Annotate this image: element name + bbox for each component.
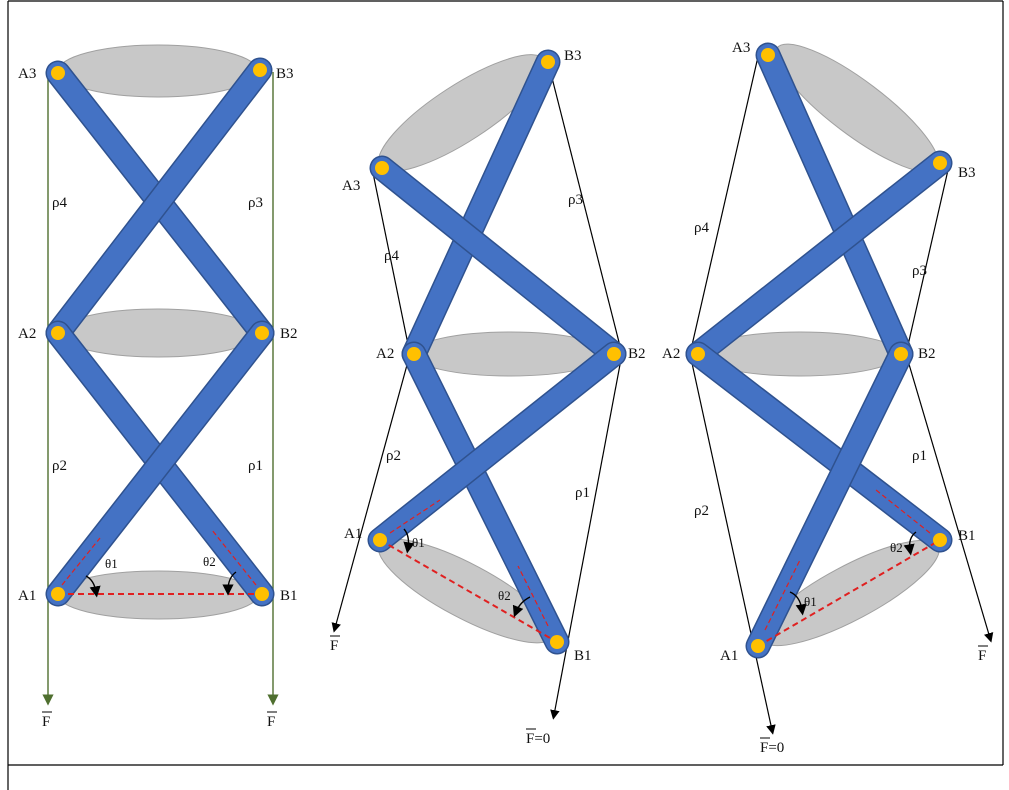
panel-left: A3 B3 A2 B2 A1 B1 ρ4 ρ3 ρ2 ρ1 θ1 θ2 F F: [18, 44, 298, 730]
cable-rho3: [547, 61, 623, 355]
node-label-b1: B1: [280, 588, 298, 604]
dashed-baseline: [379, 539, 558, 643]
joint: [51, 587, 65, 601]
bar: [369, 343, 625, 551]
joint: [51, 326, 65, 340]
node-label-a1: A1: [18, 588, 36, 604]
dashed-baseline: [757, 539, 941, 647]
node-label-a3: A3: [18, 66, 36, 82]
joint: [933, 533, 947, 547]
angle-label-theta1: θ1: [804, 594, 817, 609]
angle-label-theta2: θ2: [498, 588, 511, 603]
joint: [933, 156, 947, 170]
cable-rho4: [372, 172, 411, 355]
bar: [757, 44, 912, 365]
bar: [687, 152, 951, 365]
cable-label-rho4: ρ4: [52, 195, 67, 211]
cable-rho2: [331, 353, 411, 633]
node-label-b1: B1: [958, 528, 976, 544]
cable-rho2: [689, 353, 776, 735]
force-label: F=0: [526, 731, 550, 747]
joint: [550, 635, 564, 649]
dashed-bar-axis: [61, 537, 101, 586]
panel-middle: B3 A3 A2 B2 A1 B1 ρ3 ρ4 ρ2 ρ1 θ1 θ2 F F=…: [330, 48, 646, 747]
angle-arc: [512, 596, 531, 618]
dashed-bar-axis: [517, 565, 549, 627]
joint: [375, 161, 389, 175]
node-label-a3: A3: [732, 40, 750, 56]
cable-label-rho3: ρ3: [568, 192, 583, 208]
joint: [255, 587, 269, 601]
cable-rho1: [905, 353, 994, 643]
joint: [373, 533, 387, 547]
angle-label-theta2: θ2: [203, 554, 216, 569]
force-label: F=0: [760, 740, 784, 756]
cable-label-rho1: ρ1: [575, 485, 590, 501]
cable-label-rho1: ρ1: [248, 458, 263, 474]
force-label: F: [267, 714, 275, 730]
cable-label-rho1: ρ1: [912, 448, 927, 464]
joint: [751, 639, 765, 653]
dashed-bar-axis: [875, 489, 931, 534]
panel-right: A3 B3 A2 B2 B1 A1 ρ4 ρ3 ρ1 ρ2 θ1 θ2 F F=…: [662, 40, 994, 756]
node-label-a2: A2: [18, 326, 36, 342]
bar: [47, 322, 273, 605]
node-label-b3: B3: [958, 165, 976, 181]
joint: [253, 63, 267, 77]
angle-arc: [85, 575, 101, 598]
joint: [255, 326, 269, 340]
node-label-b3: B3: [276, 66, 294, 82]
node-label-a2: A2: [662, 346, 680, 362]
joint: [541, 55, 555, 69]
force-label: F: [978, 648, 986, 664]
joint: [691, 347, 705, 361]
bar: [403, 343, 568, 653]
angle-arc: [403, 528, 415, 554]
cable-rho4: [689, 47, 761, 355]
angle-label-theta1: θ1: [412, 535, 425, 550]
force-label: F: [330, 638, 338, 654]
node-label-a1: A1: [720, 648, 738, 664]
dashed-bar-axis: [389, 499, 441, 534]
angle-arc: [222, 571, 237, 596]
joint: [761, 48, 775, 62]
bar: [403, 51, 559, 365]
cable-rho1: [550, 353, 623, 720]
cable-label-rho3: ρ3: [912, 263, 927, 279]
angle-arc: [903, 531, 917, 556]
angle-label-theta2: θ2: [890, 540, 903, 555]
node-label-a2: A2: [376, 346, 394, 362]
angle-arc: [789, 591, 807, 616]
force-label: F: [42, 714, 50, 730]
cable-rho3: [905, 169, 949, 355]
node-label-a3: A3: [342, 178, 360, 194]
node-label-b2: B2: [280, 326, 298, 342]
node-label-b2: B2: [628, 346, 646, 362]
platform-top: [57, 44, 259, 98]
bar: [371, 157, 625, 365]
joint: [894, 347, 908, 361]
dashed-bar-axis: [211, 529, 257, 586]
cable-label-rho2: ρ2: [386, 448, 401, 464]
node-label-b3: B3: [564, 48, 582, 64]
cable-label-rho2: ρ2: [52, 458, 67, 474]
platform-middle: [57, 308, 259, 358]
node-label-b2: B2: [918, 346, 936, 362]
node-label-a1: A1: [344, 526, 362, 542]
cable-label-rho2: ρ2: [694, 503, 709, 519]
bar: [47, 59, 271, 344]
angle-label-theta1: θ1: [105, 556, 118, 571]
joint: [407, 347, 421, 361]
cable-label-rho4: ρ4: [694, 220, 709, 236]
cable-label-rho3: ρ3: [248, 195, 263, 211]
node-label-b1: B1: [574, 648, 592, 664]
dashed-bar-axis: [764, 559, 801, 631]
joint: [51, 66, 65, 80]
cable-label-rho4: ρ4: [384, 248, 399, 264]
bar: [687, 343, 951, 551]
joint: [607, 347, 621, 361]
